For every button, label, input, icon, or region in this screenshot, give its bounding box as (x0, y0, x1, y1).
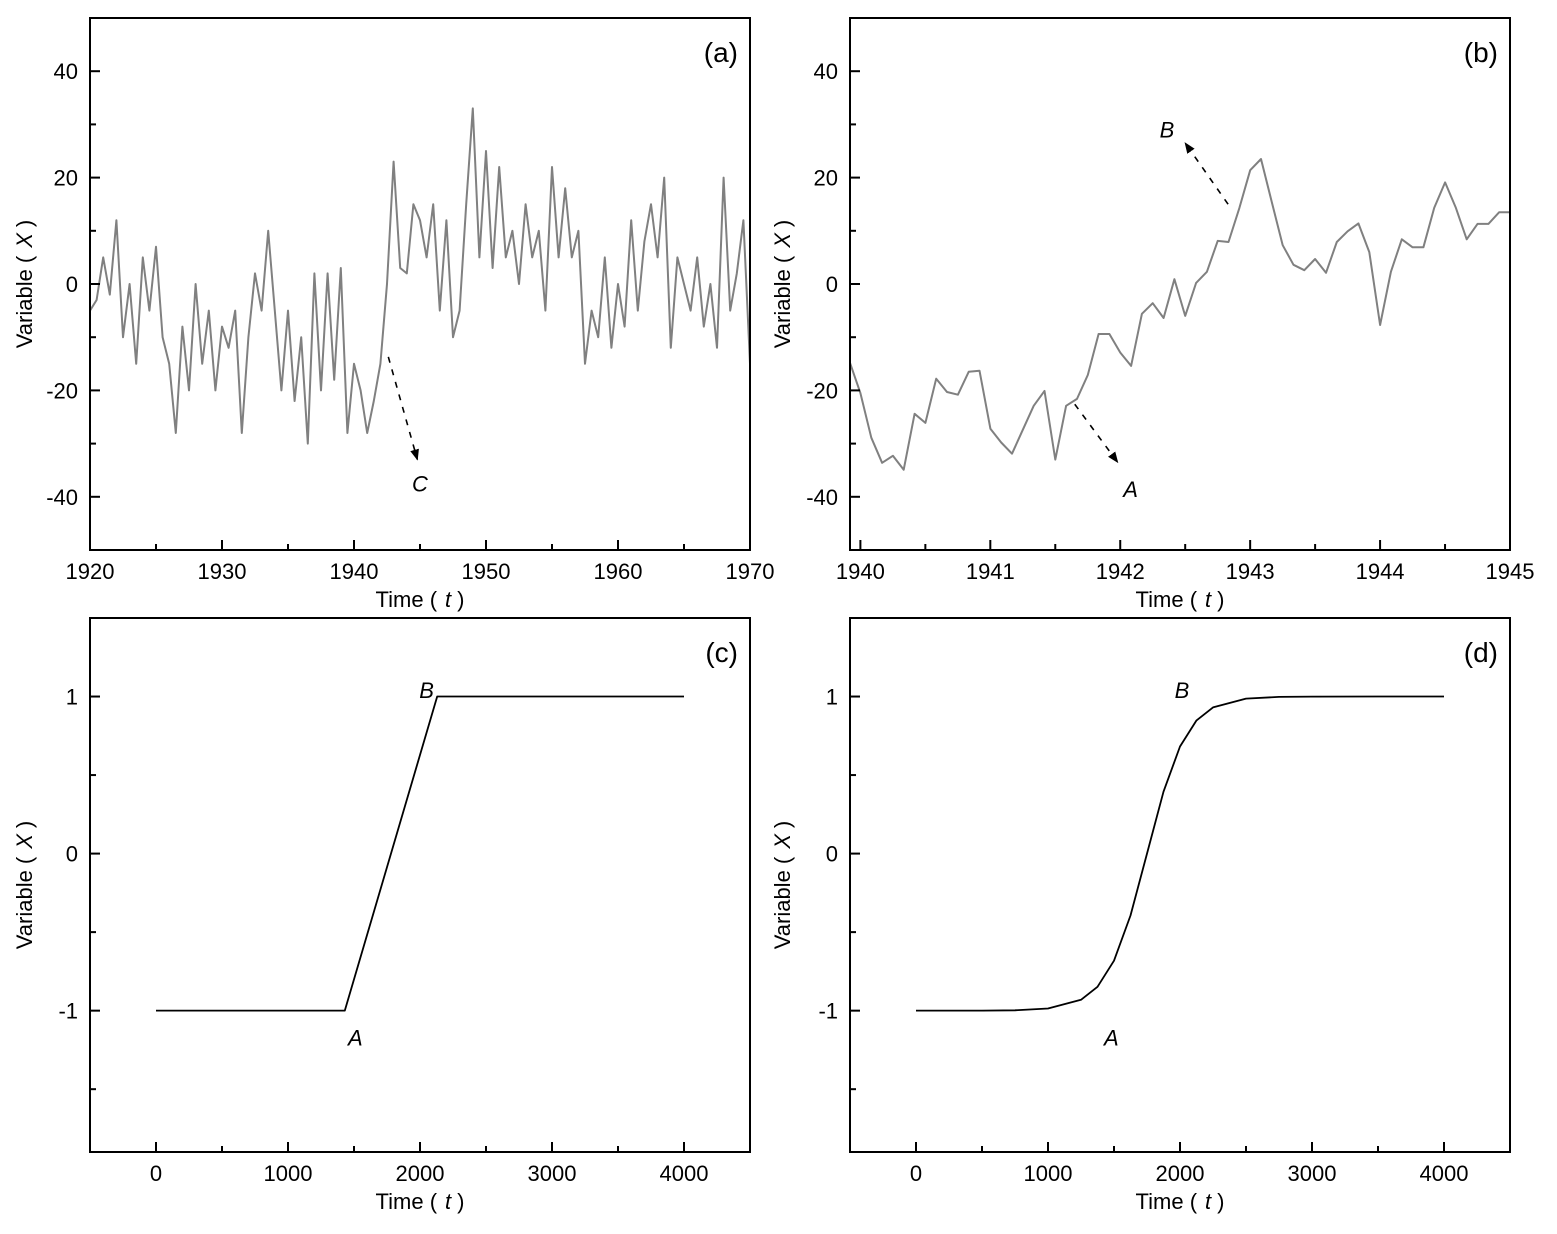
x-tick-label: 3000 (528, 1161, 577, 1186)
x-tick-label: 1944 (1356, 559, 1405, 584)
annotation-label: A (1102, 1025, 1119, 1050)
x-tick-label: 1940 (836, 559, 885, 584)
panel-label: (d) (1464, 637, 1498, 668)
x-tick-label: 1945 (1486, 559, 1535, 584)
annotation-label: B (1160, 118, 1175, 143)
annotation-arrow (1184, 142, 1229, 205)
x-tick-label: 1000 (264, 1161, 313, 1186)
y-tick-label: -1 (818, 999, 838, 1024)
panel-label: (b) (1464, 37, 1498, 68)
y-tick-label: 0 (826, 272, 838, 297)
x-tick-label: 1940 (330, 559, 379, 584)
x-tick-label: 4000 (1420, 1161, 1469, 1186)
plot-frame-a (89, 17, 751, 551)
y-tick-label: -40 (806, 485, 838, 510)
x-axis-label: Time (t) (1136, 1189, 1225, 1214)
annotation-arrow (387, 356, 419, 461)
annotation-label: C (412, 472, 428, 497)
x-tick-label: 1920 (66, 559, 115, 584)
y-tick-label: -1 (58, 999, 78, 1024)
x-tick-label: 0 (910, 1161, 922, 1186)
y-tick-label: 40 (814, 59, 838, 84)
x-axis-label: Time (t) (1136, 587, 1225, 612)
x-tick-label: 1942 (1096, 559, 1145, 584)
plot-frame-b (849, 17, 1511, 551)
y-tick-label: -20 (46, 378, 78, 403)
y-axis-label: Variable (X) (12, 821, 37, 950)
y-tick-label: 1 (826, 685, 838, 710)
annotation-arrow (1074, 403, 1119, 464)
x-axis-label: Time (t) (376, 587, 465, 612)
panel-label: (c) (705, 637, 738, 668)
y-tick-label: -20 (806, 378, 838, 403)
y-tick-label: 0 (66, 272, 78, 297)
y-axis-label: Variable (X) (12, 220, 37, 349)
x-axis-label: Time (t) (376, 1189, 465, 1214)
x-tick-label: 1943 (1226, 559, 1275, 584)
annotation-label: B (1175, 678, 1190, 703)
panel-b: 1940 1941 1942 1943 1944 1945 -40 -20 0 20 40 Time … (770, 17, 1535, 612)
x-tick-label: 3000 (1288, 1161, 1337, 1186)
x-tick-label: 1950 (462, 559, 511, 584)
series-line-a (90, 107, 750, 445)
y-tick-label: 0 (66, 842, 78, 867)
panel-label: (a) (704, 37, 738, 68)
panel-d: 0 1000 2000 3000 4000 -1 0 1 Time (t) Variable (X… (770, 617, 1511, 1214)
series-line-d (916, 695, 1444, 1012)
x-tick-label: 2000 (1156, 1161, 1205, 1186)
y-tick-label: 40 (54, 59, 78, 84)
series-line-c (156, 695, 684, 1012)
x-tick-label: 1000 (1024, 1161, 1073, 1186)
panel-a: 1920 1930 1940 1950 1960 1970 -40 -20 0 20 40 Time … (12, 17, 775, 612)
annotation-label: A (1121, 477, 1138, 502)
y-tick-label: -40 (46, 485, 78, 510)
series-line-b (850, 158, 1510, 471)
x-tick-label: 0 (150, 1161, 162, 1186)
y-tick-label: 20 (814, 166, 838, 191)
panel-c: 0 1000 2000 3000 4000 -1 0 1 Time (t) Variable (X… (12, 617, 751, 1214)
annotation-label: A (346, 1025, 363, 1050)
y-axis-label: Variable (X) (770, 220, 795, 349)
x-tick-label: 2000 (396, 1161, 445, 1186)
y-tick-label: 0 (826, 842, 838, 867)
y-tick-label: 1 (66, 685, 78, 710)
x-tick-label: 4000 (660, 1161, 709, 1186)
x-tick-label: 1960 (594, 559, 643, 584)
y-tick-label: 20 (54, 166, 78, 191)
y-axis-label: Variable (X) (770, 821, 795, 950)
annotation-label: B (419, 678, 434, 703)
x-tick-label: 1941 (966, 559, 1015, 584)
x-tick-label: 1970 (726, 559, 775, 584)
x-tick-label: 1930 (198, 559, 247, 584)
